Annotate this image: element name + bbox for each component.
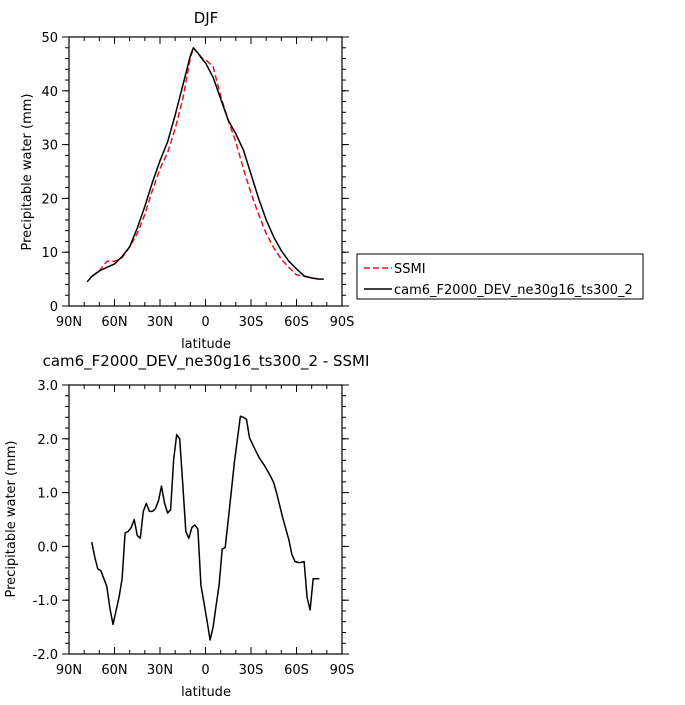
top-y-tick-label: 40 (41, 85, 58, 100)
bottom-x-tick-label: 60N (101, 663, 127, 678)
top-y-tick-label: 30 (41, 139, 58, 154)
bottom-chart-title: cam6_F2000_DEV_ne30g16_ts300_2 - SSMI (43, 352, 370, 371)
top-y-tick-label: 20 (41, 192, 58, 207)
bottom-x-tick-label: 90N (56, 663, 82, 678)
top-x-tick-label: 30S (239, 315, 264, 330)
top-panel: DJF Precipitable water (mm) latitude 90N… (20, 9, 354, 352)
top-x-axis-label: latitude (181, 337, 231, 352)
bottom-y-tick-label: -2.0 (33, 648, 58, 663)
top-x-tick-label: 30N (147, 315, 173, 330)
bottom-x-tick-label: 0 (201, 663, 209, 678)
top-series-line-0 (91, 47, 320, 280)
bottom-x-tick-label: 30S (239, 663, 264, 678)
bottom-x-tick-label: 30N (147, 663, 173, 678)
bottom-x-tick-label: 90S (330, 663, 355, 678)
top-x-tick-label: 60S (284, 315, 309, 330)
top-plot-frame (68, 36, 343, 307)
legend-model-label: cam6_F2000_DEV_ne30g16_ts300_2 (394, 283, 633, 298)
bottom-y-tick-label: 0.0 (37, 540, 58, 555)
top-y-tick-label: 50 (41, 31, 58, 46)
top-x-tick-label: 0 (201, 315, 209, 330)
top-y-axis-label: Precipitable water (mm) (20, 94, 35, 251)
bottom-series-line-0 (91, 415, 320, 641)
bottom-x-tick-label: 60S (284, 663, 309, 678)
bottom-plot-series (91, 415, 320, 641)
bottom-y-tick-label: 3.0 (37, 379, 58, 394)
top-axis-ticks: 90N 60N 30N 0 30S 60S 90S 0 10 20 30 40 50 (41, 31, 354, 330)
bottom-panel: cam6_F2000_DEV_ne30g16_ts300_2 - SSMI Pr… (4, 352, 369, 700)
bottom-y-tick-label: 2.0 (37, 433, 58, 448)
bottom-axis-ticks: 90N 60N 30N 0 30S 60S 90S -2.0 -1.0 0.0 1.0 2.0 3.0 (33, 379, 355, 678)
top-plot-series (86, 47, 324, 283)
top-y-tick-label: 0 (50, 300, 58, 315)
legend-ssmi-label: SSMI (394, 262, 426, 277)
top-y-tick-label: 10 (41, 246, 58, 261)
top-series-line-1 (86, 47, 324, 283)
top-chart-title: DJF (194, 9, 219, 27)
top-x-tick-label: 60N (101, 315, 127, 330)
bottom-y-tick-label: 1.0 (37, 487, 58, 502)
bottom-y-tick-label: -1.0 (33, 594, 58, 609)
top-x-tick-label: 90S (330, 315, 355, 330)
bottom-y-axis-label: Precipitable water (mm) (4, 441, 19, 598)
bottom-x-axis-label: latitude (181, 685, 231, 700)
legend-box (356, 253, 644, 300)
bottom-plot-frame (68, 384, 343, 655)
legend: SSMI cam6_F2000_DEV_ne30g16_ts300_2 (356, 253, 644, 300)
top-x-tick-label: 90N (56, 315, 82, 330)
